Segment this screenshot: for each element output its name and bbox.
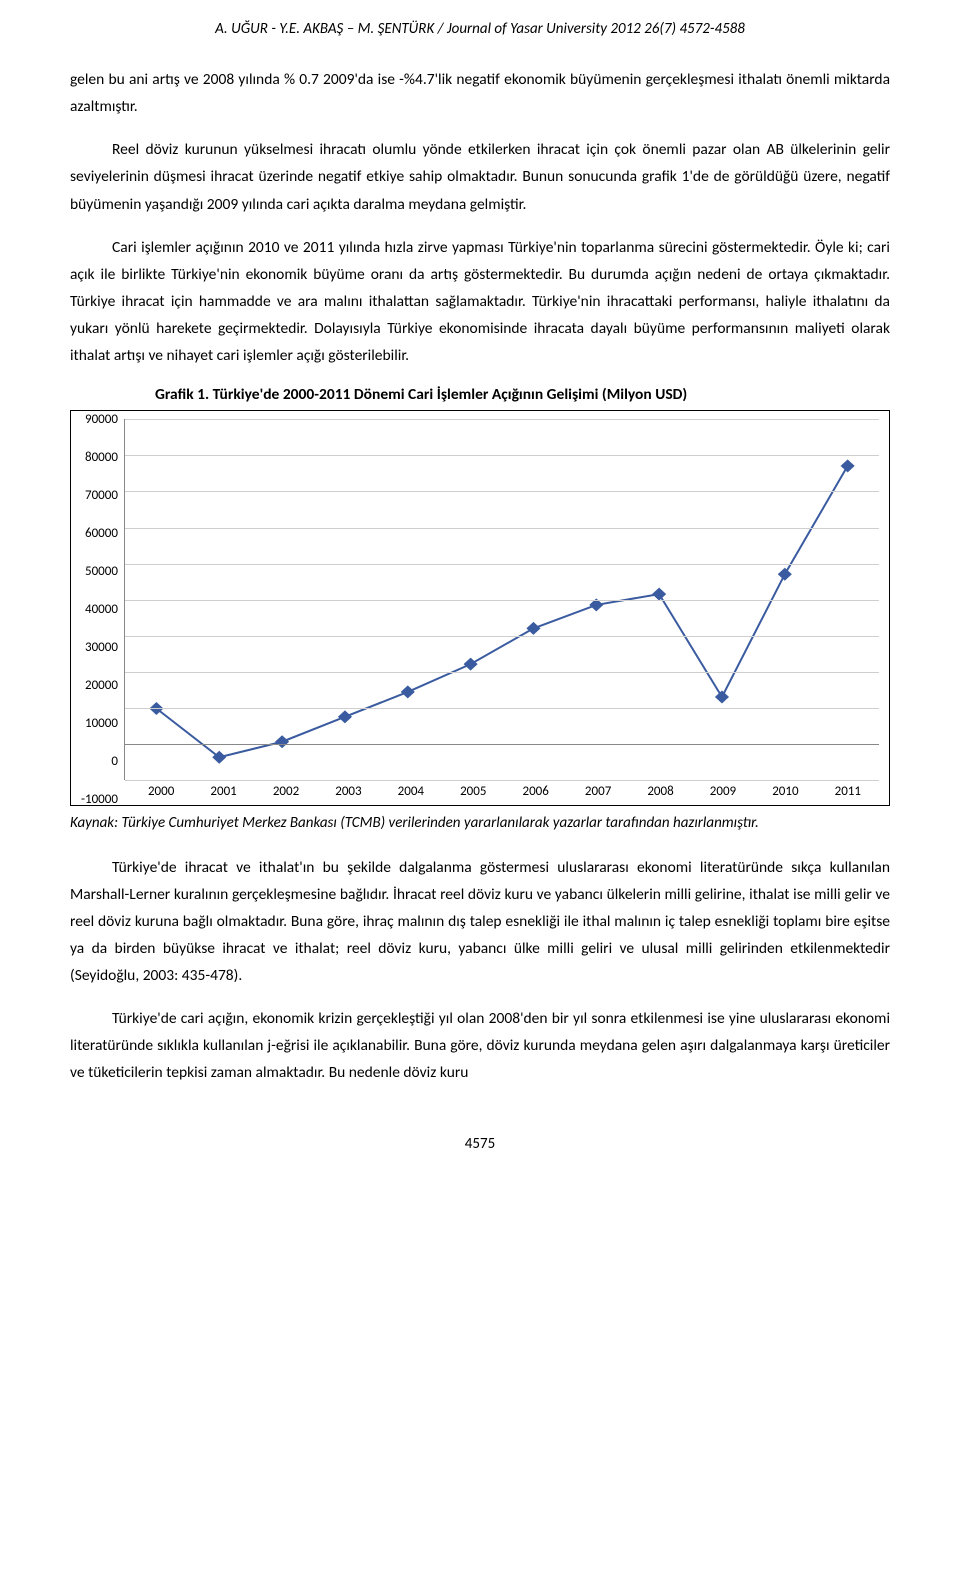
chart-grid-line	[125, 564, 879, 565]
paragraph-2: Reel döviz kurunun yükselmesi ihracatı o…	[70, 136, 890, 217]
chart-x-tick-label: 2007	[567, 784, 629, 799]
chart-title: Grafik 1. Türkiye'de 2000-2011 Dönemi Ca…	[155, 385, 890, 404]
page-number: 4575	[70, 1135, 890, 1153]
chart-x-tick-label: 2011	[817, 784, 879, 799]
chart-marker	[589, 599, 603, 611]
chart-marker	[275, 736, 289, 748]
chart-grid-line	[125, 491, 879, 492]
chart-x-tick-label: 2006	[504, 784, 566, 799]
body-text-block: gelen bu ani artış ve 2008 yılında % 0.7…	[70, 66, 890, 369]
chart-grid-line	[125, 672, 879, 673]
chart-grid-line	[125, 780, 879, 781]
chart-marker	[464, 658, 478, 670]
chart-grid-line	[125, 708, 879, 709]
chart-x-tick-label: 2001	[192, 784, 254, 799]
chart-grid-line	[125, 600, 879, 601]
chart-line	[156, 466, 847, 757]
paragraph-5: Türkiye'de cari açığın, ekonomik krizin …	[70, 1005, 890, 1086]
chart-x-tick-label: 2003	[317, 784, 379, 799]
running-header: A. UĞUR - Y.E. AKBAŞ – M. ŞENTÜRK / Jour…	[70, 20, 890, 38]
chart-marker	[778, 568, 792, 580]
chart-marker	[527, 622, 541, 634]
chart-grid-line	[125, 455, 879, 456]
chart-marker	[338, 711, 352, 723]
chart-zero-line	[125, 744, 879, 745]
paragraph-1: gelen bu ani artış ve 2008 yılında % 0.7…	[70, 66, 890, 120]
chart-x-tick-label: 2005	[442, 784, 504, 799]
chart-x-tick-label: 2004	[380, 784, 442, 799]
chart-marker	[715, 691, 729, 703]
chart-grid-line	[125, 528, 879, 529]
body-text-block-2: Türkiye'de ihracat ve ithalat'ın bu şeki…	[70, 854, 890, 1087]
chart-x-tick-label: 2002	[255, 784, 317, 799]
chart-x-tick-label: 2008	[629, 784, 691, 799]
chart-x-axis: 2000200120022003200420052006200720082009…	[130, 784, 879, 799]
chart-x-tick-label: 2000	[130, 784, 192, 799]
chart-marker	[401, 686, 415, 698]
chart-container: 9000080000700006000050000400003000020000…	[70, 410, 890, 806]
chart-marker	[652, 588, 666, 600]
chart-y-axis: 9000080000700006000050000400003000020000…	[81, 419, 124, 799]
chart-marker	[841, 460, 855, 472]
chart-grid-line	[125, 636, 879, 637]
paragraph-3: Cari işlemler açığının 2010 ve 2011 yılı…	[70, 234, 890, 370]
chart-grid-line	[125, 419, 879, 420]
chart-x-tick-label: 2009	[692, 784, 754, 799]
chart-plot-area	[124, 419, 879, 780]
chart-x-tick-label: 2010	[754, 784, 816, 799]
paragraph-4: Türkiye'de ihracat ve ithalat'ın bu şeki…	[70, 854, 890, 990]
chart-caption: Kaynak: Türkiye Cumhuriyet Merkez Bankas…	[70, 812, 890, 835]
